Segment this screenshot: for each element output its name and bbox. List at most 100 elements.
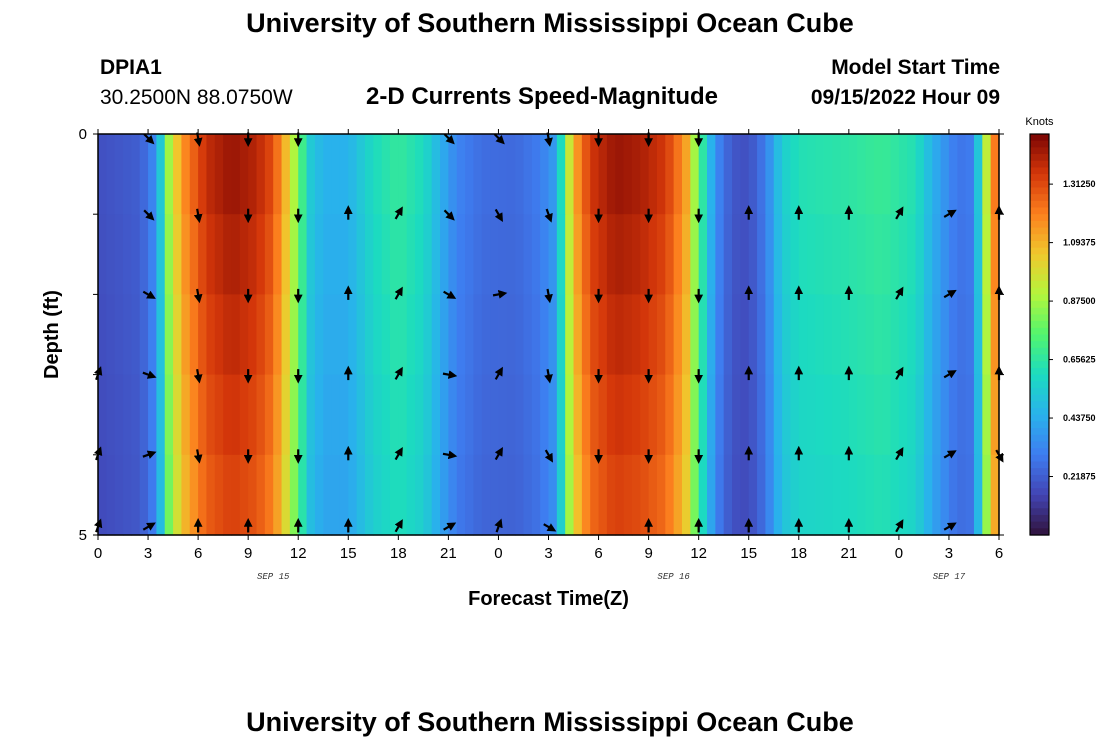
current-vector-arrow: [142, 522, 156, 531]
colorbar-segment: [1030, 234, 1049, 242]
heatmap-cell: [364, 134, 374, 215]
heatmap-cell: [481, 294, 491, 376]
heatmap-cell: [231, 454, 241, 536]
heatmap-cell: [623, 454, 633, 536]
heatmap-cell: [640, 214, 650, 295]
colorbar-segment: [1030, 287, 1049, 295]
heatmap-cell: [857, 294, 867, 376]
heatmap-cell: [590, 294, 600, 376]
heatmap-cell: [790, 214, 800, 295]
heatmap-cell: [915, 374, 925, 456]
heatmap-cell: [765, 134, 775, 215]
heatmap-cell: [173, 294, 183, 376]
heatmap-cell: [873, 134, 883, 215]
heatmap-cell: [348, 214, 358, 295]
current-vector-arrow: [943, 522, 957, 531]
heatmap-cell: [231, 294, 241, 376]
heatmap-cell: [890, 294, 900, 376]
heatmap-cell: [707, 134, 716, 215]
heatmap-cell: [381, 134, 391, 215]
heatmap-cell: [415, 134, 424, 215]
heatmap-cell: [690, 214, 700, 295]
speed-heatmap: [98, 134, 1000, 536]
heatmap-cell: [465, 134, 475, 215]
heatmap-cell: [114, 454, 124, 536]
heatmap-cell: [815, 134, 825, 215]
heatmap-cell: [948, 454, 958, 536]
heatmap-cell: [832, 214, 842, 295]
colorbar-segment: [1030, 508, 1049, 516]
heatmap-cell: [823, 454, 833, 536]
heatmap-cell: [323, 454, 333, 536]
heatmap-cell: [773, 294, 783, 376]
heatmap-cell: [648, 134, 658, 215]
heatmap-cell: [865, 294, 875, 376]
x-tick-label: 9: [244, 545, 252, 562]
heatmap-cell: [473, 134, 483, 215]
colorbar-tick-label: 0.43750: [1063, 413, 1096, 423]
heatmap-cell: [665, 214, 675, 295]
heatmap-cell: [523, 134, 533, 215]
heatmap-cell: [465, 454, 475, 536]
heatmap-cell: [840, 134, 850, 215]
model-start-time: 09/15/2022 Hour 09: [810, 86, 1000, 109]
heatmap-cell: [857, 214, 867, 295]
heatmap-cell: [848, 214, 858, 295]
heatmap-cell: [156, 374, 166, 456]
heatmap-cell: [114, 294, 124, 376]
heatmap-cell: [373, 454, 383, 536]
heatmap-cell: [548, 294, 558, 376]
heatmap-cell: [965, 294, 975, 376]
heatmap-cell: [164, 454, 174, 536]
heatmap-cell: [656, 374, 666, 456]
heatmap-cell: [389, 374, 399, 456]
colorbar-segment: [1030, 521, 1049, 529]
heatmap-cell: [289, 134, 299, 215]
heatmap-cell: [948, 214, 958, 295]
heatmap-cell: [523, 374, 533, 456]
heatmap-cell: [164, 374, 174, 456]
y-tick-label: 5: [79, 527, 87, 544]
heatmap-cell: [581, 134, 591, 215]
heatmap-cell: [757, 294, 767, 376]
x-axis: 0 3 6 9 12 15 18 21 0 3 6 9 12 15 18 21 0 3 6 SEP 15 SEP 16 S…: [94, 129, 1003, 582]
heatmap-cell: [531, 374, 541, 456]
heatmap-cell: [865, 374, 875, 456]
heatmap-cell: [606, 374, 616, 456]
heatmap-cell: [306, 374, 316, 456]
heatmap-cell: [573, 294, 583, 376]
heatmap-cell: [815, 454, 825, 536]
heatmap-cell: [373, 214, 383, 295]
heatmap-cell: [606, 454, 616, 536]
colorbar-segment: [1030, 227, 1049, 235]
heatmap-cell: [223, 454, 233, 536]
heatmap-cell: [790, 374, 800, 456]
heatmap-cell: [715, 134, 725, 215]
heatmap-cell: [807, 374, 817, 456]
heatmap-cell: [915, 454, 925, 536]
heatmap-cell: [982, 134, 992, 215]
heatmap-cell: [957, 294, 967, 376]
heatmap-cell: [248, 214, 258, 295]
heatmap-cell: [164, 294, 174, 376]
heatmap-cell: [957, 454, 967, 536]
colorbar-segment: [1030, 448, 1049, 456]
heatmap-cell: [732, 374, 741, 456]
heatmap-cell: [248, 294, 258, 376]
heatmap-cell: [982, 374, 992, 456]
colorbar-segment: [1030, 361, 1049, 369]
heatmap-cell: [832, 294, 842, 376]
heatmap-cell: [707, 294, 716, 376]
heatmap-cell: [123, 134, 132, 215]
heatmap-cell: [615, 214, 625, 295]
heatmap-cell: [940, 134, 950, 215]
heatmap-cell: [456, 134, 466, 215]
heatmap-cell: [681, 134, 691, 215]
date-label: SEP 16: [657, 572, 690, 582]
heatmap-cell: [106, 294, 116, 376]
heatmap-cell: [840, 374, 850, 456]
x-tick-label: 0: [895, 545, 903, 562]
heatmap-cell: [431, 294, 441, 376]
heatmap-cell: [473, 214, 483, 295]
heatmap-cell: [256, 214, 266, 295]
